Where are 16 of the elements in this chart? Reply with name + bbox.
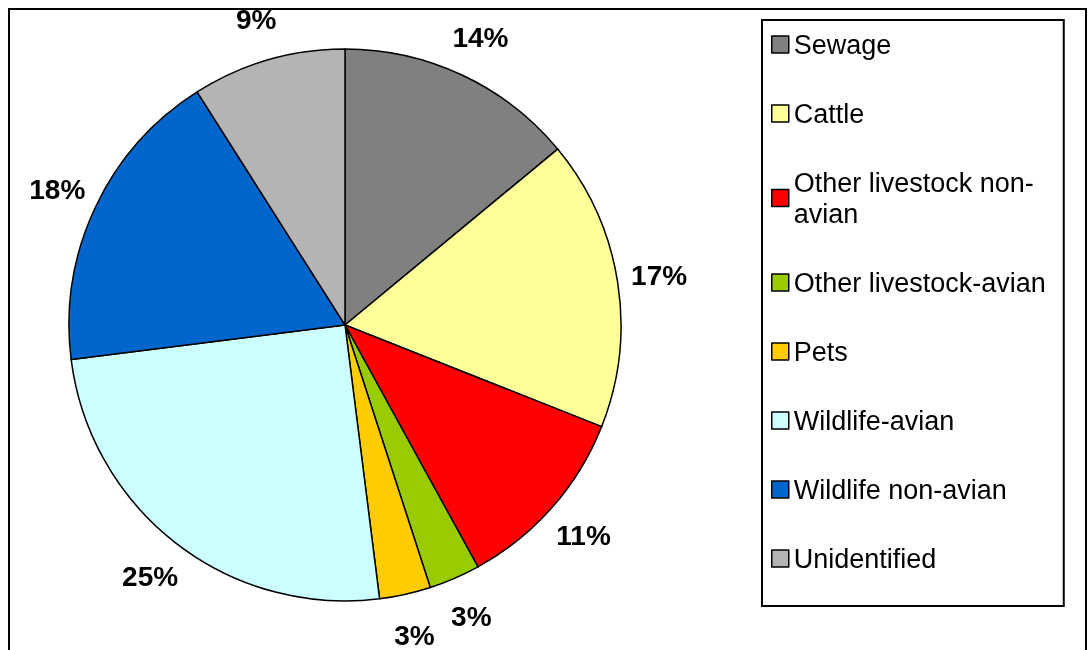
data-label: 25% <box>122 560 179 592</box>
data-label: 3% <box>451 601 492 633</box>
legend-label: Unidentified <box>793 543 937 574</box>
legend-label: Wildlife non-avian <box>793 474 1007 505</box>
legend-label: Wildlife-avian <box>793 405 955 436</box>
legend-label: Sewage <box>793 29 892 60</box>
legend-label: Cattle <box>793 98 865 129</box>
legend-label: Other livestock non-avian <box>793 167 1034 229</box>
data-label: 18% <box>29 174 86 206</box>
data-label: 9% <box>236 4 277 36</box>
data-label: 14% <box>452 21 509 53</box>
legend-label: Other livestock-avian <box>793 267 1046 298</box>
data-label: 3% <box>394 619 435 650</box>
legend-label: Pets <box>793 336 848 367</box>
data-label: 17% <box>631 259 688 291</box>
data-label: 11% <box>556 519 611 551</box>
